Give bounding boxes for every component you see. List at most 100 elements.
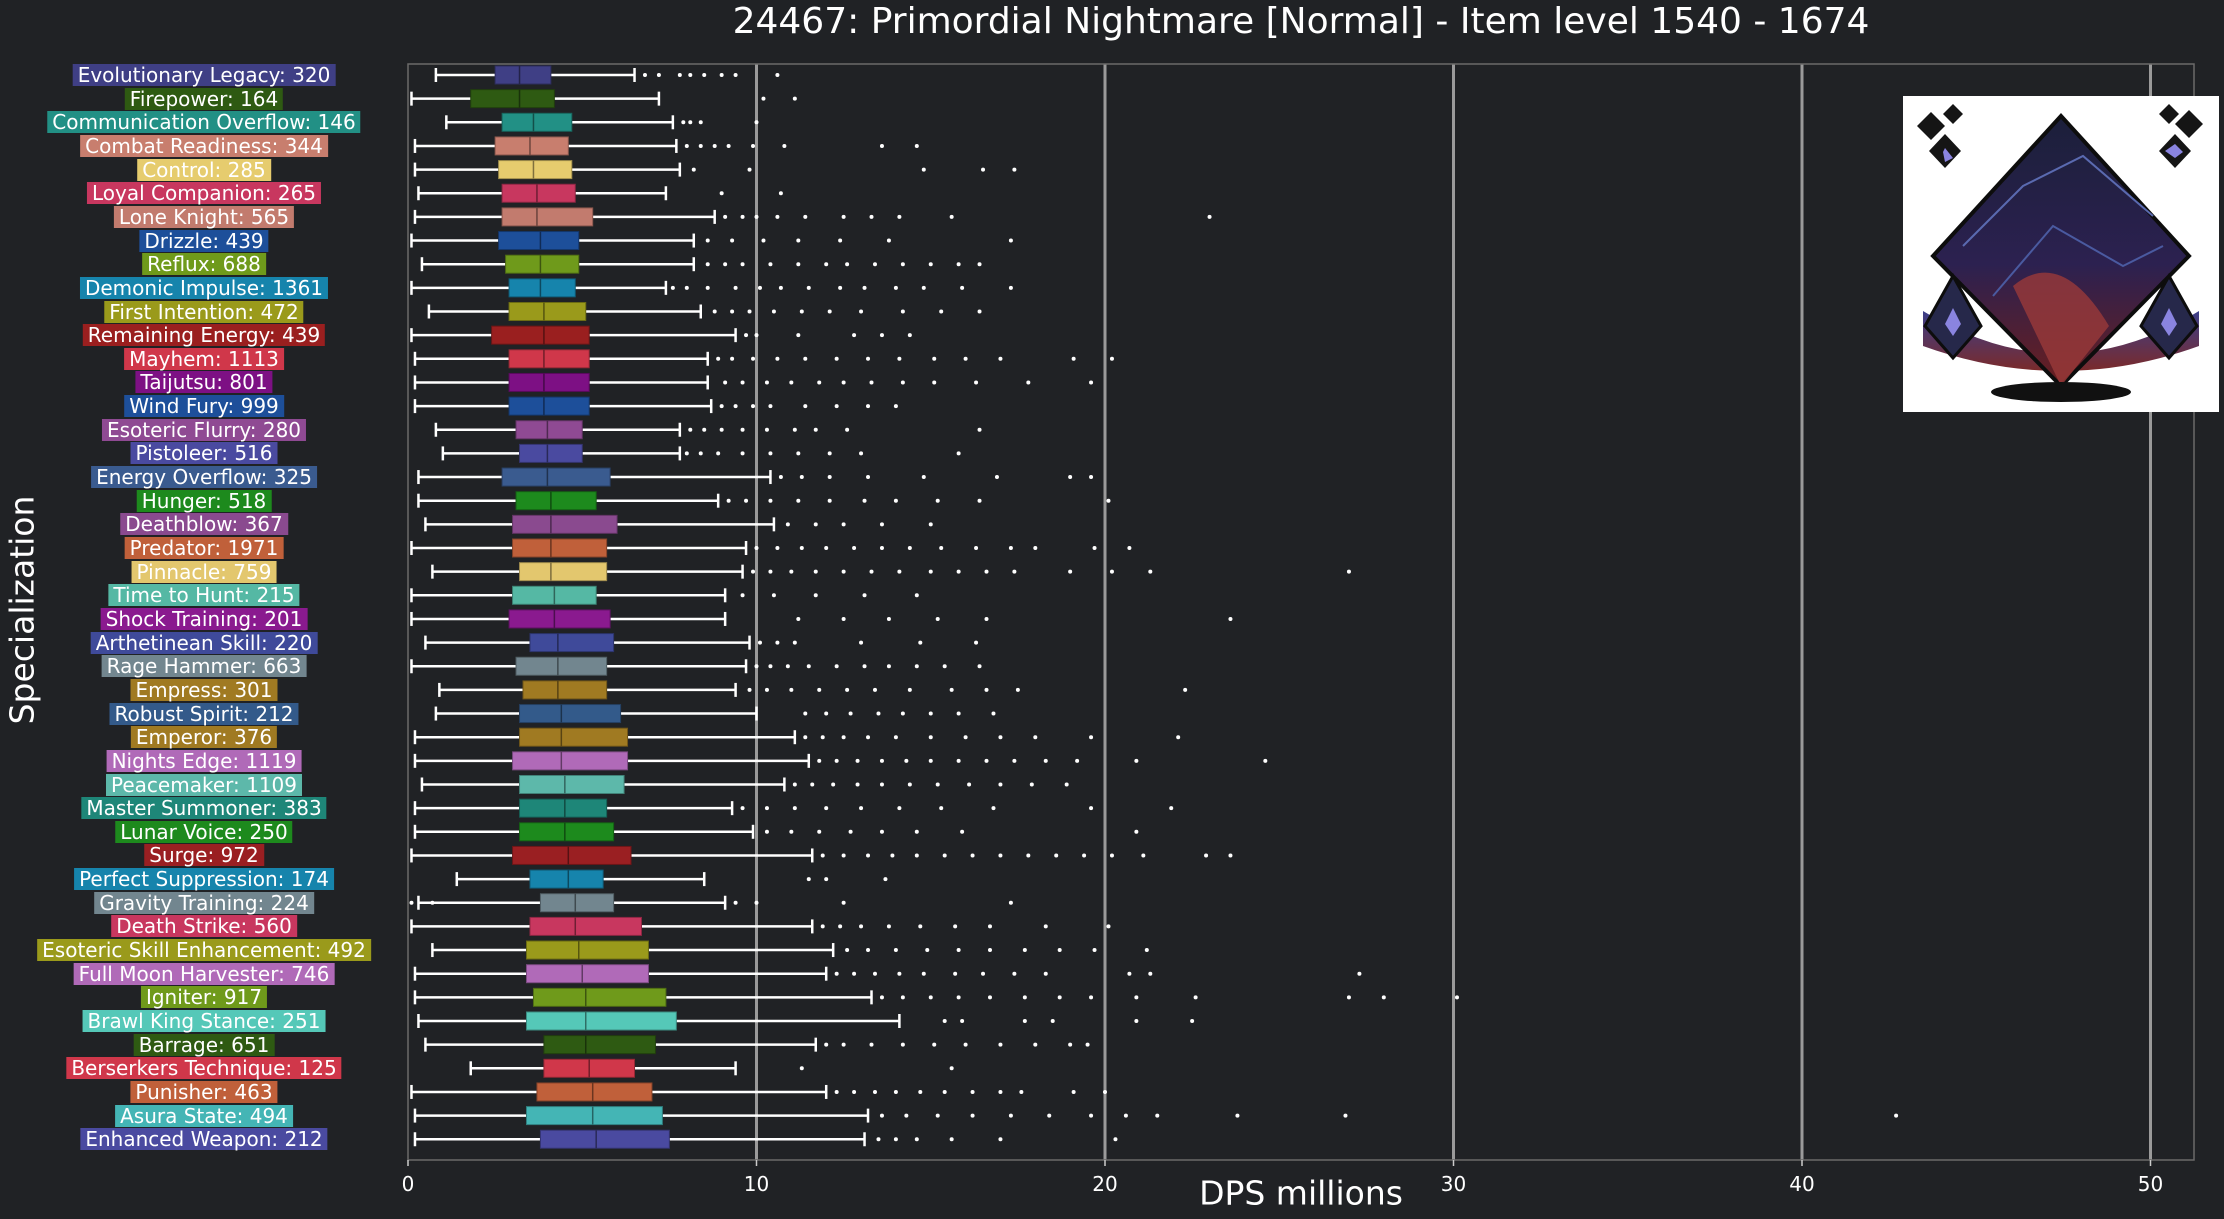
outlier-point (782, 143, 787, 148)
outlier-point (841, 522, 846, 527)
box-row (417, 467, 1094, 487)
outlier-point (785, 664, 790, 669)
outlier-point (907, 546, 912, 550)
box-row (410, 278, 1013, 298)
iqr-box (515, 491, 597, 511)
outlier-point (859, 451, 864, 456)
outlier-point (907, 333, 912, 338)
outlier-point (942, 664, 947, 669)
outlier-point (845, 948, 850, 953)
outlier-point (754, 546, 759, 550)
outlier-point (817, 687, 822, 692)
outlier-point (1008, 900, 1013, 905)
outlier-point (897, 971, 902, 976)
outlier-point (792, 96, 797, 101)
outlier-point (1068, 569, 1073, 574)
outlier-point (893, 948, 898, 953)
specialization-label: Empress: 301 (130, 678, 278, 701)
outlier-point (824, 546, 829, 550)
outlier-point (1075, 758, 1080, 763)
outlier-point (998, 782, 1003, 787)
specialization-label: First Intention: 472 (104, 300, 304, 323)
outlier-point (869, 380, 874, 385)
outlier-point (723, 214, 728, 219)
outlier-point (817, 829, 822, 834)
plot-frame (407, 63, 2195, 1161)
outlier-point (1064, 782, 1069, 787)
outlier-point (799, 475, 804, 480)
outlier-point (841, 900, 846, 905)
outlier-point (1148, 971, 1153, 976)
outlier-point (740, 262, 745, 267)
iqr-box (519, 775, 625, 794)
outlier-point (981, 971, 986, 976)
outlier-point (928, 262, 933, 267)
outlier-point (719, 191, 724, 196)
outlier-point (1022, 1019, 1027, 1023)
outlier-point (904, 758, 909, 763)
outlier-point (998, 1042, 1003, 1047)
outlier-point (928, 758, 933, 763)
outlier-point (754, 120, 759, 125)
outlier-point (928, 735, 933, 740)
specialization-label: Energy Overflow: 325 (91, 466, 317, 489)
outlier-point (872, 262, 877, 267)
outlier-point (1012, 569, 1017, 574)
outlier-point (949, 214, 954, 219)
specialization-labels: Evolutionary Legacy: 320 Firepower: 164 Co… (0, 0, 410, 1219)
outlier-point (803, 735, 808, 740)
outlier-point (768, 404, 773, 409)
outlier-point (928, 995, 933, 1000)
box-row (420, 775, 1069, 794)
outlier-point (688, 73, 693, 77)
outlier-point (702, 427, 707, 432)
specialization-label: Taijutsu: 801 (135, 371, 273, 394)
outlier-point (914, 664, 919, 669)
outlier-point (827, 309, 832, 314)
box-row (469, 1058, 954, 1078)
outlier-point (740, 593, 745, 598)
outlier-point (705, 238, 710, 243)
outlier-point (789, 687, 794, 692)
box-row (431, 562, 1351, 582)
specialization-label: Demonic Impulse: 1361 (79, 276, 329, 299)
outlier-point (754, 900, 759, 905)
outlier-point (956, 262, 961, 267)
outlier-point (723, 380, 728, 385)
chart-title: 24467: Primordial Nightmare [Normal] - I… (732, 1, 1870, 42)
iqr-box (505, 254, 580, 274)
outlier-point (1043, 758, 1048, 763)
outlier-point (1008, 285, 1013, 290)
box-row (424, 633, 979, 653)
outlier-point (796, 616, 801, 621)
specialization-label: Drizzle: 439 (139, 229, 269, 252)
box-row (413, 727, 1181, 747)
outlier-point (757, 285, 762, 290)
box-row (413, 372, 1094, 392)
outlier-point (953, 924, 958, 929)
outlier-point (813, 522, 818, 527)
specialization-label: Berserkers Technique: 125 (66, 1057, 342, 1080)
box-row (413, 349, 1114, 369)
outlier-point (813, 427, 818, 432)
specialization-label: Reflux: 688 (142, 253, 266, 276)
outlier-point (852, 333, 857, 338)
iqr-box (536, 1082, 653, 1102)
outlier-point (806, 877, 811, 882)
outlier-point (942, 1089, 947, 1094)
outlier-point (1068, 1042, 1073, 1047)
box-row (420, 254, 982, 274)
specialization-label: Barrage: 651 (133, 1033, 275, 1056)
outlier-point (1089, 380, 1094, 385)
outlier-point (1092, 546, 1097, 550)
outlier-point (987, 948, 992, 953)
outlier-point (740, 427, 745, 432)
x-tick-label: 30 (1441, 1172, 1466, 1196)
outlier-point (859, 640, 864, 645)
outlier-point (1029, 782, 1034, 787)
outlier-point (1050, 1019, 1055, 1023)
outlier-point (1071, 1089, 1076, 1094)
outlier-point (688, 427, 693, 432)
outlier-point (757, 640, 762, 645)
outlier-point (953, 971, 958, 976)
